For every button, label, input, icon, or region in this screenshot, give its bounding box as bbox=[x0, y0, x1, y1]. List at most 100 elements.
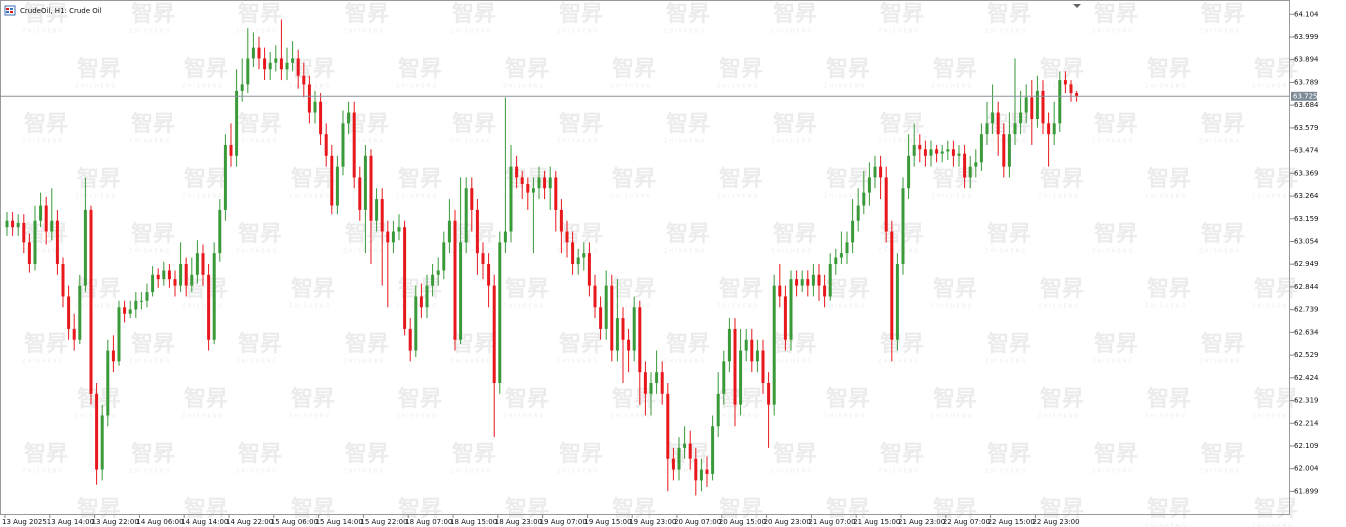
candle-body bbox=[397, 227, 401, 232]
watermark-sub: ZHISHENG bbox=[1092, 139, 1134, 145]
candle-body bbox=[615, 318, 619, 351]
candle-body bbox=[61, 263, 65, 297]
watermark-sub: ZHISHENG bbox=[182, 524, 224, 527]
candle-body bbox=[291, 58, 295, 63]
watermark-sub: ZHISHENG bbox=[1199, 469, 1241, 475]
watermark-sub: ZHISHENG bbox=[503, 194, 545, 200]
candles bbox=[5, 19, 1079, 496]
candle-body bbox=[666, 393, 670, 459]
candle-body bbox=[526, 183, 530, 193]
candle-body bbox=[778, 285, 782, 297]
watermark-text: 智昇 bbox=[238, 331, 282, 357]
watermark-sub: ZHISHENG bbox=[931, 304, 973, 310]
candle-body bbox=[604, 285, 608, 329]
watermark-text: 智昇 bbox=[505, 56, 549, 82]
watermark-text: 智昇 bbox=[291, 496, 335, 522]
watermark-text: 智昇 bbox=[1094, 221, 1138, 247]
watermark-sub: ZHISHENG bbox=[343, 139, 385, 145]
watermark-sub: ZHISHENG bbox=[557, 29, 599, 35]
candle-body bbox=[459, 242, 463, 340]
x-tick-label: 19 Aug 15:00 bbox=[584, 518, 631, 526]
candle-body bbox=[5, 220, 9, 228]
watermark-sub: ZHISHENG bbox=[771, 139, 813, 145]
candle-body bbox=[895, 263, 899, 340]
watermark-sub: ZHISHENG bbox=[1038, 524, 1080, 527]
x-tick-label: 15 Aug 14:00 bbox=[316, 518, 363, 526]
watermark-sub: ZHISHENG bbox=[1038, 194, 1080, 200]
candle-body bbox=[235, 90, 239, 156]
candle-body bbox=[688, 443, 692, 459]
candle-body bbox=[302, 75, 306, 85]
watermark-text: 智昇 bbox=[24, 111, 68, 137]
watermark-text: 智昇 bbox=[1040, 276, 1084, 302]
watermark-sub: ZHISHENG bbox=[182, 304, 224, 310]
watermark-text: 智昇 bbox=[77, 56, 121, 82]
watermark-sub: ZHISHENG bbox=[289, 304, 331, 310]
candle-body bbox=[867, 177, 871, 193]
candle-body bbox=[677, 447, 681, 470]
watermark-sub: ZHISHENG bbox=[236, 359, 278, 365]
candle-body bbox=[671, 458, 675, 470]
watermark-sub: ZHISHENG bbox=[1092, 29, 1134, 35]
last-price-label: 63.725 bbox=[1293, 92, 1318, 100]
watermark-text: 智昇 bbox=[880, 111, 924, 137]
watermark-sub: ZHISHENG bbox=[503, 524, 545, 527]
watermark-text: 智昇 bbox=[1147, 386, 1191, 412]
watermark-sub: ZHISHENG bbox=[557, 249, 599, 255]
watermark-sub: ZHISHENG bbox=[1038, 84, 1080, 90]
candle-body bbox=[386, 231, 390, 243]
watermark-text: 智昇 bbox=[826, 496, 870, 522]
watermark-text: 智昇 bbox=[291, 166, 335, 192]
candle-body bbox=[750, 339, 754, 362]
candle-body bbox=[257, 47, 261, 59]
watermark-text: 智昇 bbox=[773, 1, 817, 27]
watermark-sub: ZHISHENG bbox=[343, 29, 385, 35]
candle-body bbox=[767, 383, 771, 405]
candle-body bbox=[229, 144, 233, 156]
watermark-sub: ZHISHENG bbox=[1145, 414, 1187, 420]
y-tick-label: 63.054 bbox=[1294, 237, 1319, 245]
x-tick-label: 20 Aug 23:00 bbox=[764, 518, 811, 526]
watermark-sub: ZHISHENG bbox=[985, 469, 1027, 475]
watermark-text: 智昇 bbox=[559, 1, 603, 27]
candle-body bbox=[783, 296, 787, 340]
watermark-text: 智昇 bbox=[612, 56, 656, 82]
candle-body bbox=[543, 177, 547, 189]
watermark-text: 智昇 bbox=[238, 1, 282, 27]
watermark-sub: ZHISHENG bbox=[450, 469, 492, 475]
candle-body bbox=[649, 383, 653, 394]
candle-body bbox=[341, 123, 345, 167]
candle-body bbox=[968, 166, 972, 178]
watermark-text: 智昇 bbox=[131, 1, 175, 27]
watermark-sub: ZHISHENG bbox=[129, 29, 171, 35]
candle-body bbox=[324, 134, 328, 156]
y-tick-label: 63.369 bbox=[1294, 169, 1319, 177]
x-tick-label: 15 Aug 06:00 bbox=[271, 518, 318, 526]
candle-body bbox=[565, 231, 569, 243]
y-tick-label: 62.529 bbox=[1294, 351, 1319, 359]
candle-body bbox=[375, 199, 379, 221]
candle-body bbox=[912, 144, 916, 156]
candle-body bbox=[834, 257, 838, 264]
candle-body bbox=[358, 177, 362, 210]
candle-body bbox=[593, 285, 597, 308]
watermark-sub: ZHISHENG bbox=[931, 194, 973, 200]
watermark-text: 智昇 bbox=[1254, 386, 1298, 412]
watermark-text: 智昇 bbox=[345, 331, 389, 357]
candle-body bbox=[33, 220, 37, 264]
candle-body bbox=[1002, 134, 1006, 167]
watermark-text: 智昇 bbox=[452, 1, 496, 27]
candle-body bbox=[167, 270, 171, 280]
candle-body bbox=[828, 263, 832, 297]
watermark-text: 智昇 bbox=[880, 331, 924, 357]
candle-body bbox=[531, 188, 535, 193]
candle-body bbox=[683, 443, 687, 448]
watermark-text: 智昇 bbox=[880, 441, 924, 467]
y-tick-label: 62.214 bbox=[1294, 419, 1319, 427]
watermark-sub: ZHISHENG bbox=[1199, 359, 1241, 365]
candle-body bbox=[212, 253, 216, 340]
candle-body bbox=[694, 458, 698, 481]
y-tick-label: 62.109 bbox=[1294, 442, 1319, 450]
candle-body bbox=[184, 263, 188, 286]
watermark-sub: ZHISHENG bbox=[129, 139, 171, 145]
